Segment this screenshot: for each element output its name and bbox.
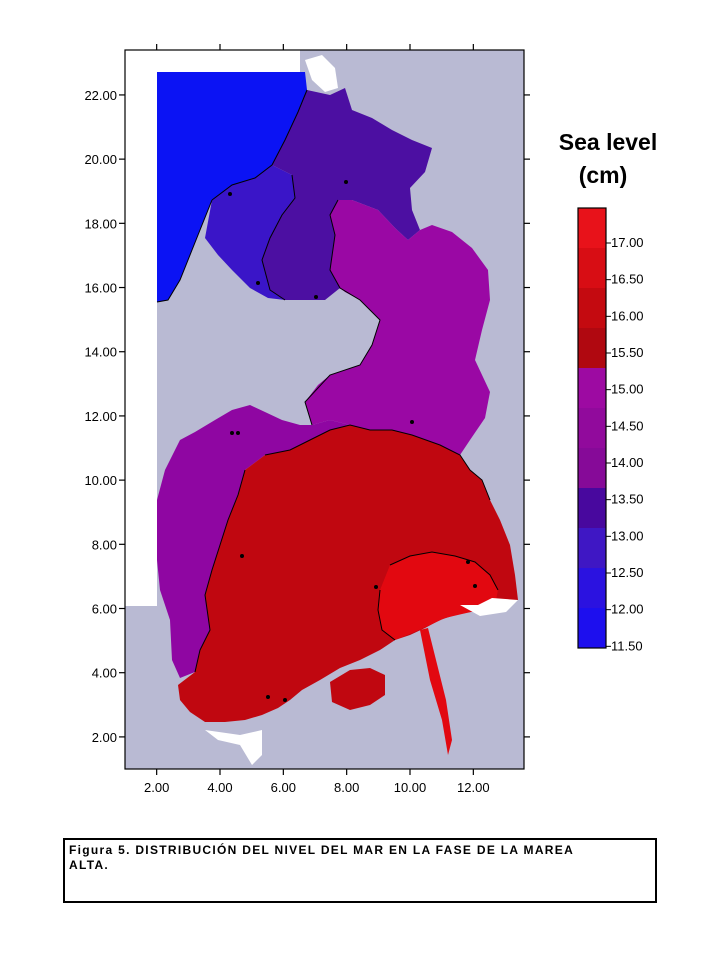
legend-color-band bbox=[578, 248, 606, 289]
legend-label: 11.50 bbox=[611, 638, 643, 653]
y-tick-label: 20.00 bbox=[84, 152, 117, 167]
figure-caption: Figura 5. DISTRIBUCIÓN DEL NIVEL DEL MAR… bbox=[63, 838, 657, 903]
station-marker bbox=[473, 584, 477, 588]
caption-line-2: ALTA. bbox=[69, 858, 110, 872]
station-marker bbox=[410, 420, 414, 424]
y-tick-label: 22.00 bbox=[84, 88, 117, 103]
station-marker bbox=[466, 560, 470, 564]
region-south-basin bbox=[178, 425, 518, 722]
legend-color-band bbox=[578, 368, 606, 409]
station-marker bbox=[236, 431, 240, 435]
station-marker bbox=[314, 295, 318, 299]
region-north-bay bbox=[262, 88, 432, 300]
legend-color-band bbox=[578, 568, 606, 609]
legend: Sea level (cm) 17.00 16.50 16.00 15.50 15.00 14… bbox=[228, 129, 657, 702]
y-tick-label: 2.00 bbox=[92, 730, 117, 745]
region-south-island bbox=[330, 668, 385, 710]
region-central-east bbox=[305, 200, 490, 455]
region-south-tongue bbox=[420, 628, 452, 755]
legend-color-band bbox=[578, 448, 606, 489]
y-tick-label: 16.00 bbox=[84, 281, 117, 296]
legend-label: 17.00 bbox=[611, 235, 644, 250]
sea-level-map: 2.00 4.00 6.00 8.00 10.00 12.00 2.00 4.00 6.00 8.… bbox=[84, 44, 657, 795]
legend-color-band bbox=[578, 208, 606, 249]
coast-notch-south bbox=[205, 730, 262, 765]
x-tick-label: 6.00 bbox=[271, 780, 296, 795]
plot-frame bbox=[124, 49, 525, 770]
legend-label: 12.00 bbox=[611, 602, 644, 617]
region-north-channel bbox=[205, 165, 295, 300]
legend-label: 14.00 bbox=[611, 455, 644, 470]
legend-color-band bbox=[578, 328, 606, 369]
legend-color-band bbox=[578, 608, 606, 649]
caption-line-1: Figura 5. DISTRIBUCIÓN DEL NIVEL DEL MAR… bbox=[69, 843, 575, 857]
station-marker bbox=[230, 431, 234, 435]
station-marker bbox=[266, 695, 270, 699]
x-tick-label: 10.00 bbox=[394, 780, 427, 795]
station-marker bbox=[374, 585, 378, 589]
station-marker bbox=[344, 180, 348, 184]
y-tick-label: 6.00 bbox=[92, 602, 117, 617]
y-tick-label: 14.00 bbox=[84, 345, 117, 360]
legend-label: 15.00 bbox=[611, 382, 644, 397]
x-tick-label: 12.00 bbox=[457, 780, 490, 795]
y-tick-label: 10.00 bbox=[84, 473, 117, 488]
x-tick-label: 4.00 bbox=[207, 780, 232, 795]
legend-label: 16.50 bbox=[611, 272, 644, 287]
y-tick-label: 4.00 bbox=[92, 666, 117, 681]
station-marker bbox=[228, 192, 232, 196]
station-marker bbox=[256, 281, 260, 285]
legend-title-line1: Sea level bbox=[559, 129, 657, 155]
outside-domain bbox=[125, 50, 300, 606]
station-marker bbox=[283, 698, 287, 702]
legend-label: 12.50 bbox=[611, 565, 644, 580]
region-central-west bbox=[157, 405, 350, 678]
contour-lines bbox=[156, 89, 499, 673]
legend-title-line2: (cm) bbox=[579, 162, 628, 188]
coast-notch-southeast bbox=[460, 598, 518, 616]
region-open-boundary bbox=[157, 72, 307, 302]
legend-color-band bbox=[578, 528, 606, 569]
legend-color-band bbox=[578, 288, 606, 329]
legend-bar-frame bbox=[577, 207, 607, 649]
legend-label: 16.00 bbox=[611, 308, 644, 323]
legend-color-band bbox=[578, 488, 606, 529]
x-tick-label: 8.00 bbox=[334, 780, 359, 795]
axes: 2.00 4.00 6.00 8.00 10.00 12.00 2.00 4.00 6.00 8.… bbox=[84, 44, 530, 795]
y-tick-label: 18.00 bbox=[84, 216, 117, 231]
station-marker bbox=[240, 554, 244, 558]
coast-notch-north bbox=[305, 55, 338, 92]
y-tick-label: 12.00 bbox=[84, 409, 117, 424]
y-tick-label: 8.00 bbox=[92, 537, 117, 552]
legend-label: 13.50 bbox=[611, 492, 644, 507]
region-southeast-bay bbox=[378, 552, 498, 640]
x-tick-label: 2.00 bbox=[144, 780, 169, 795]
legend-label: 13.00 bbox=[611, 528, 644, 543]
legend-color-band bbox=[578, 408, 606, 449]
legend-label: 14.50 bbox=[611, 418, 644, 433]
legend-label: 15.50 bbox=[611, 345, 644, 360]
